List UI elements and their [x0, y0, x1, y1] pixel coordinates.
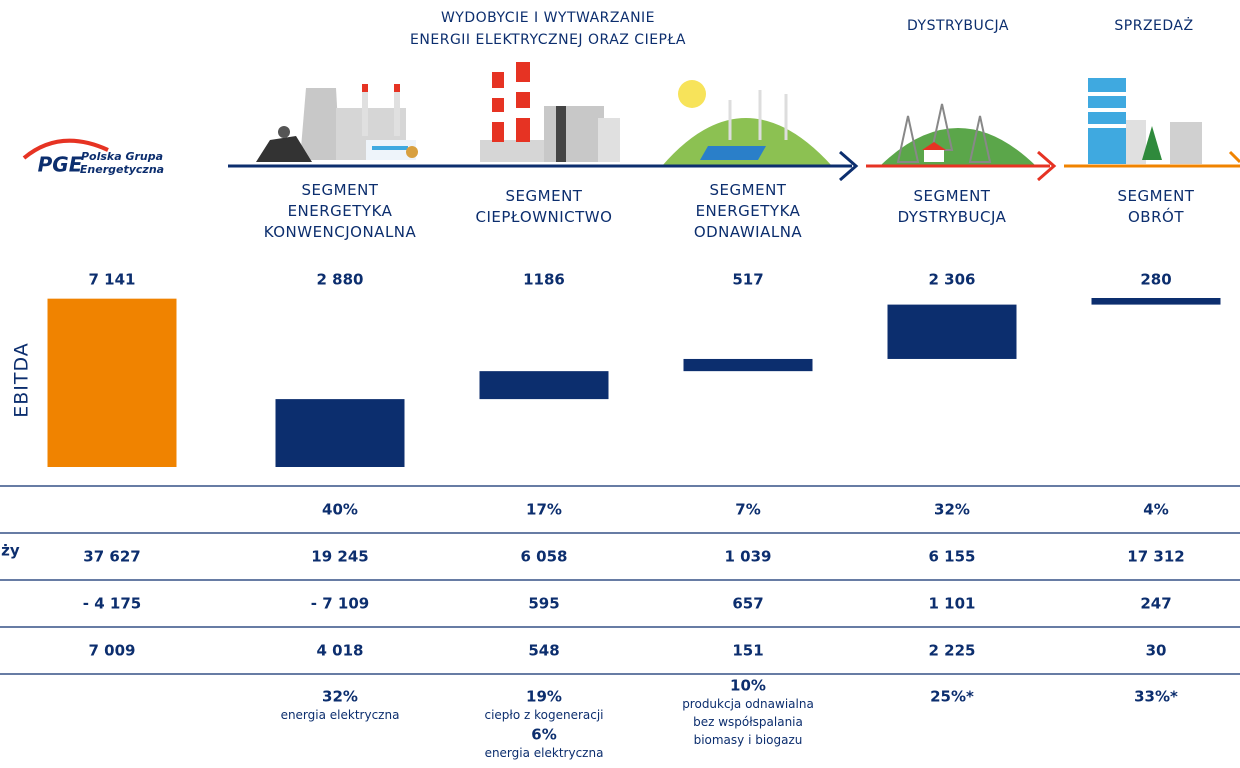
value-label: 280 — [1140, 271, 1171, 289]
cooling-tower — [300, 88, 340, 160]
segment-bar — [1092, 298, 1221, 305]
infographic: PGE WYDOBYCIE I WYTWARZANIEENERGII ELEKT… — [0, 0, 1240, 768]
segment-bar — [480, 371, 609, 399]
table-cell: 548 — [528, 642, 559, 660]
chain-arrow — [1230, 152, 1240, 162]
plant-building — [480, 140, 550, 162]
note-description: energia elektryczna — [485, 746, 604, 760]
floor-line — [1088, 92, 1126, 96]
segment-bar — [684, 359, 813, 371]
note-description: energia elektryczna — [281, 708, 400, 722]
table-cell: 595 — [528, 595, 559, 613]
note-percent: 6% — [531, 726, 556, 744]
note-percent: 33%* — [1134, 688, 1178, 706]
table-cell: 37 627 — [83, 548, 140, 566]
table-cell: - 4 175 — [83, 595, 141, 613]
table-cell: 17% — [526, 501, 562, 519]
tree — [406, 146, 418, 158]
table-cell: 247 — [1140, 595, 1171, 613]
plant-building — [544, 106, 604, 162]
segment-bar — [888, 305, 1017, 359]
segment-bar — [276, 399, 405, 467]
table-cell: 19 245 — [311, 548, 368, 566]
table-cell: 30 — [1146, 642, 1167, 660]
chimney — [492, 72, 504, 142]
table-cell: 6 155 — [929, 548, 976, 566]
building — [598, 118, 620, 162]
house — [924, 150, 944, 162]
conveyor — [556, 106, 566, 162]
chimney-band — [362, 84, 368, 92]
table-cell: 32% — [934, 501, 970, 519]
value-label: 2 880 — [317, 271, 364, 289]
table-cell: 6 058 — [521, 548, 568, 566]
floor-line — [1088, 108, 1126, 112]
note-percent: 10% — [730, 677, 766, 695]
note-percent: 32% — [322, 688, 358, 706]
table-cell: - 7 109 — [311, 595, 369, 613]
table-cell: 4% — [1143, 501, 1168, 519]
table-cell: 1 039 — [725, 548, 772, 566]
table-cell: 657 — [732, 595, 763, 613]
note-percent: 19% — [526, 688, 562, 706]
logo-text: PGE — [38, 153, 83, 177]
value-label: 517 — [732, 271, 763, 289]
office-tower — [1088, 78, 1126, 164]
chimney — [516, 62, 530, 142]
value-label: 2 306 — [929, 271, 976, 289]
table-cell: 1 101 — [929, 595, 976, 613]
illustrations — [24, 62, 1240, 180]
table-cell: 17 312 — [1127, 548, 1184, 566]
chimney-band — [492, 112, 504, 122]
table-cell: 7 009 — [89, 642, 136, 660]
value-label: 1186 — [523, 271, 565, 289]
total-bar — [48, 299, 177, 467]
note-description: ciepło z kogeneracji — [484, 708, 603, 722]
note-percent: 25%* — [930, 688, 974, 706]
table-cell: 4 018 — [317, 642, 364, 660]
table-cell: 7% — [735, 501, 760, 519]
chimney-band — [394, 84, 400, 92]
chimney-band — [516, 82, 530, 92]
header-sales: SPRZEDAŻ — [1114, 16, 1193, 34]
table-cell: 40% — [322, 501, 358, 519]
floor-line — [1088, 124, 1126, 128]
row-label: daży — [0, 542, 20, 560]
header-distribution: DYSTRYBUCJA — [907, 18, 1009, 34]
sun — [678, 80, 706, 108]
chimney-band — [516, 108, 530, 118]
value-label: 7 141 — [89, 271, 136, 289]
solar-panel — [700, 146, 766, 160]
table-cell: 2 225 — [929, 642, 976, 660]
table-cell: 151 — [732, 642, 763, 660]
window-strip — [372, 146, 408, 150]
chimney-band — [492, 88, 504, 98]
building — [1170, 122, 1202, 164]
y-axis-label: EBITDA — [11, 342, 33, 418]
excavator-wheel — [278, 126, 290, 138]
